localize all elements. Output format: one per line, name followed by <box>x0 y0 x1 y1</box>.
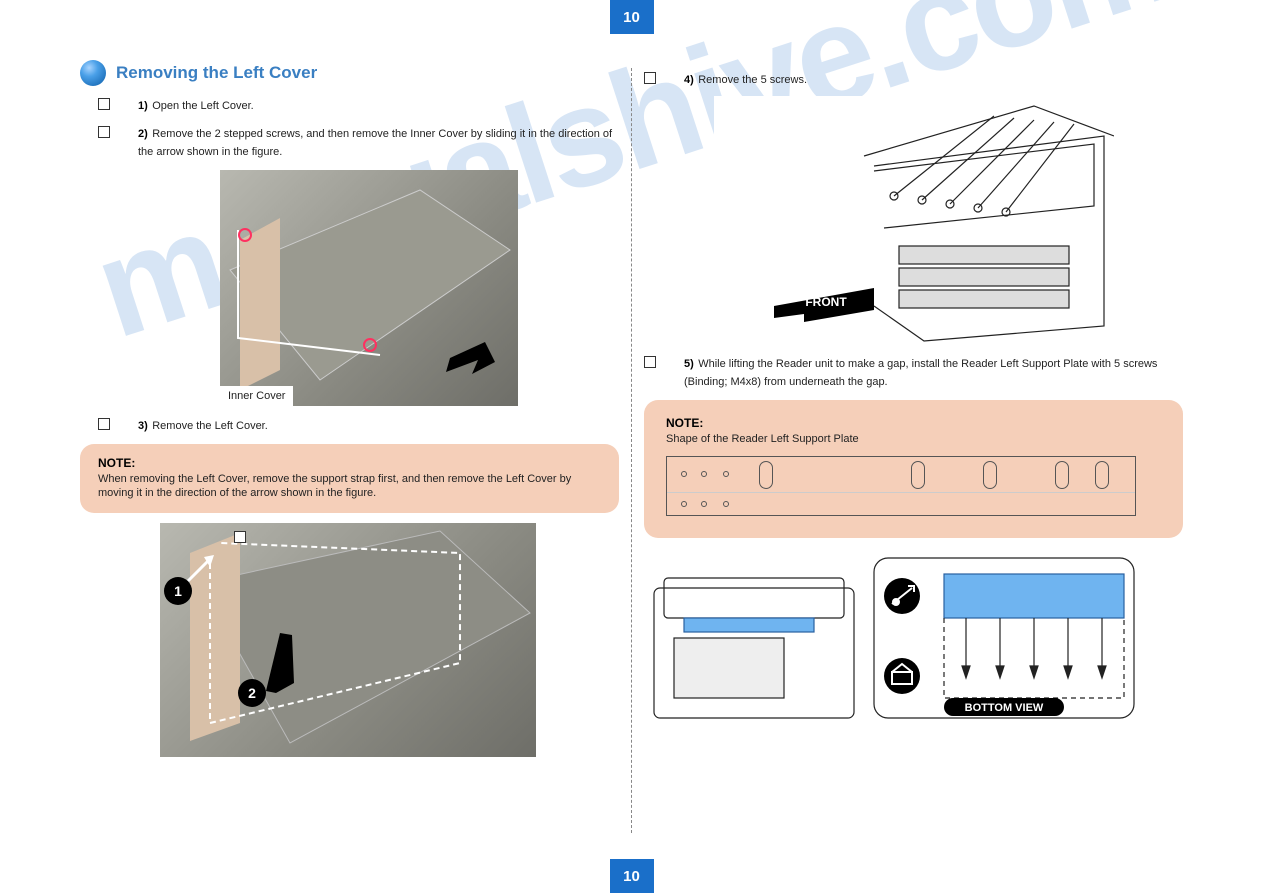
right-column: 4) Remove the 5 screws. <box>632 60 1195 833</box>
checkbox-icon <box>644 356 656 368</box>
step-text: While lifting the Reader unit to make a … <box>684 358 1157 388</box>
page-number-top: 10 <box>610 0 654 34</box>
step-num: 2) <box>138 128 148 140</box>
left-column: Removing the Left Cover 1) Open the Left… <box>68 60 631 833</box>
checkbox-icon <box>234 531 246 543</box>
step-num: 4) <box>684 74 694 86</box>
photo-inner-cover: Inner Cover <box>220 170 518 406</box>
diagram-install-plate: BOTTOM VIEW <box>644 548 1146 728</box>
note-title: NOTE: <box>666 416 1161 430</box>
checkbox-icon <box>98 98 110 110</box>
checkbox-icon <box>98 126 110 138</box>
note-box: NOTE: Shape of the Reader Left Support P… <box>644 400 1183 538</box>
step-text: Remove the 2 stepped screws, and then re… <box>138 128 612 158</box>
step-text: Remove the Left Cover. <box>152 420 268 432</box>
page-number-bottom: 10 <box>610 859 654 893</box>
checkbox-icon <box>644 72 656 84</box>
note-title: NOTE: <box>98 456 601 470</box>
photo-caption: Inner Cover <box>220 386 293 406</box>
svg-text:1: 1 <box>174 583 182 599</box>
note-body: Shape of the Reader Left Support Plate <box>666 432 1161 446</box>
svg-text:2: 2 <box>248 685 256 701</box>
note-box: NOTE: When removing the Left Cover, remo… <box>80 444 619 513</box>
note-body: When removing the Left Cover, remove the… <box>98 472 601 501</box>
step-text: Remove the 5 screws. <box>698 74 807 86</box>
step-num: 5) <box>684 358 694 370</box>
step-2: 2) Remove the 2 stepped screws, and then… <box>80 124 619 160</box>
step-1: 1) Open the Left Cover. <box>80 96 619 114</box>
section-head: Removing the Left Cover <box>80 60 619 86</box>
front-label: FRONT <box>805 295 847 309</box>
section-title: Removing the Left Cover <box>116 63 317 83</box>
support-plate-reference <box>666 456 1136 516</box>
step-4: 4) Remove the 5 screws. <box>644 70 1183 88</box>
step-num: 3) <box>138 420 148 432</box>
step-num: 1) <box>138 100 148 112</box>
photo-left-cover: 1 2 <box>160 523 536 757</box>
diagram-remove-screws: FRONT <box>714 96 1114 344</box>
bullet-icon <box>80 60 106 86</box>
bottom-view-label: BOTTOM VIEW <box>965 702 1044 714</box>
step-5: 5) While lifting the Reader unit to make… <box>644 354 1183 390</box>
step-3: 3) Remove the Left Cover. <box>80 416 619 434</box>
step-text: Open the Left Cover. <box>152 100 254 112</box>
checkbox-icon <box>98 418 110 430</box>
